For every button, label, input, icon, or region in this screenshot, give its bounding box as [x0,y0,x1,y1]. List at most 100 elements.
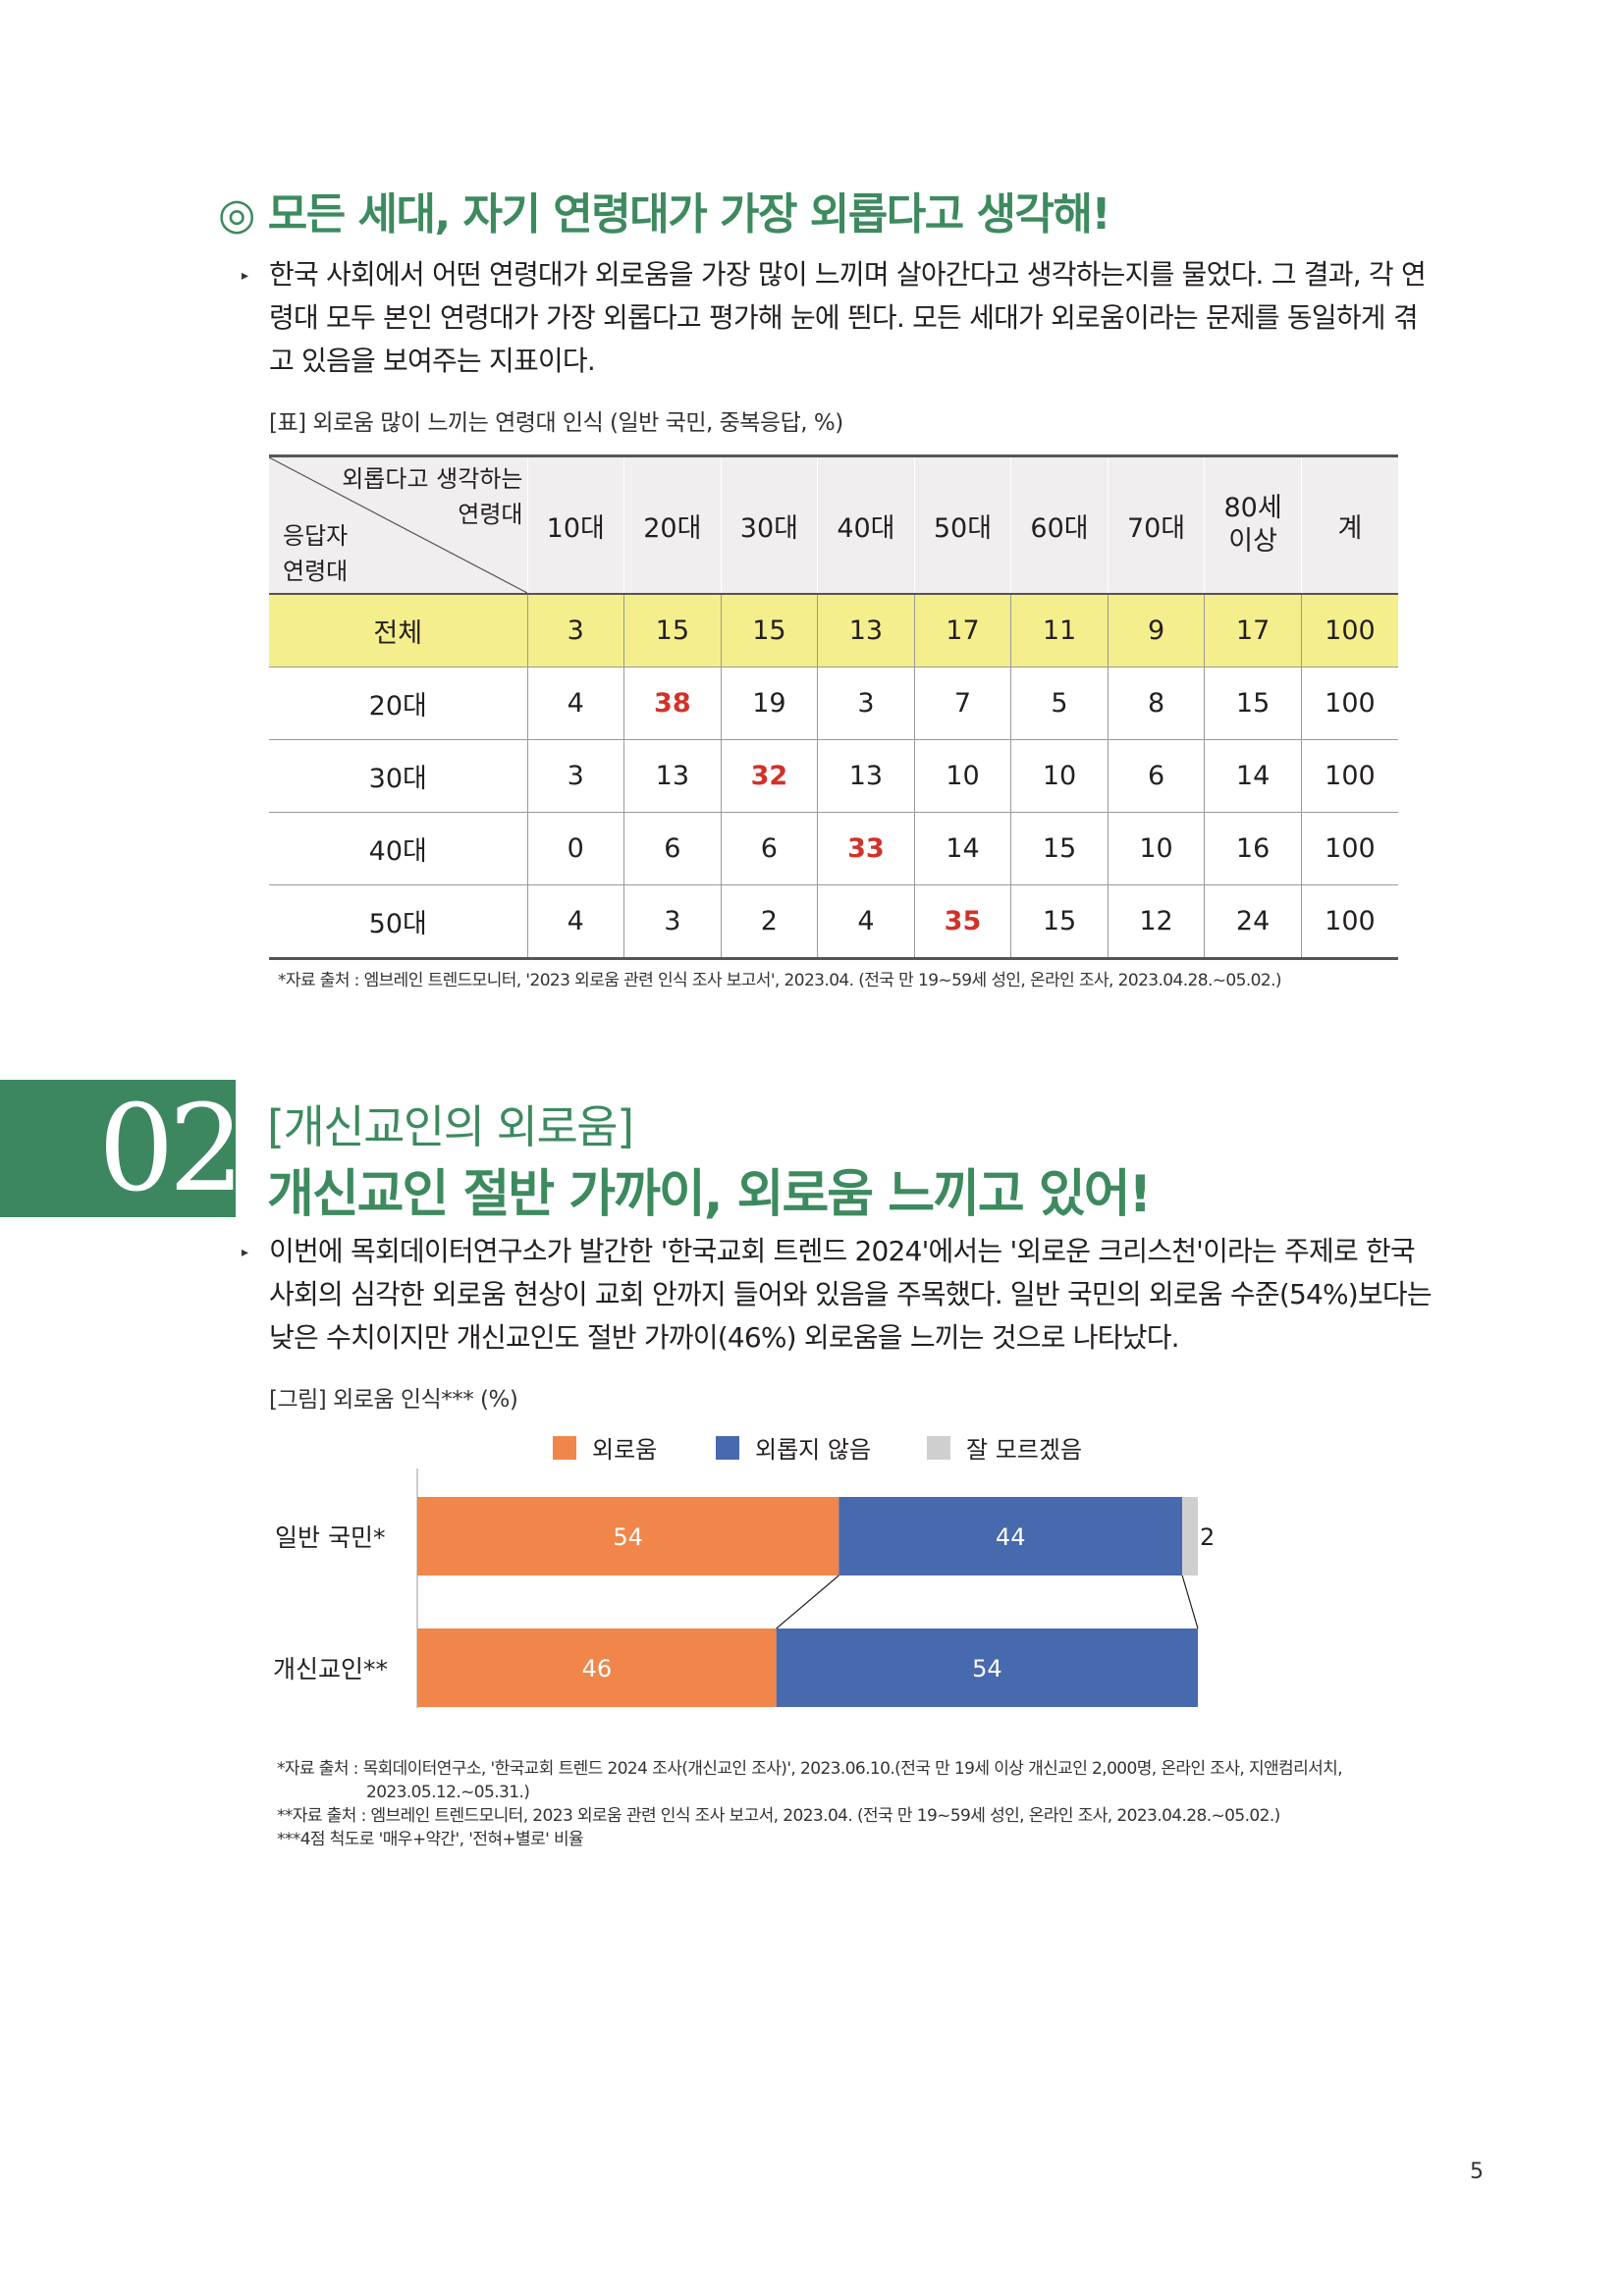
table-cell: 13 [817,594,915,667]
bar-data-label: 46 [582,1655,613,1682]
corner-bottom-label: 응답자 연령대 [283,518,348,589]
legend-label: 잘 모르겠음 [966,1436,1083,1464]
legend-swatch [716,1436,739,1460]
bullet-marker: ▸ [242,1245,249,1260]
page-number: 5 [1470,2160,1484,2184]
legend-swatch [927,1436,950,1460]
column-header: 80세 이상 [1204,454,1302,595]
table-cell-highlight: 32 [720,739,818,813]
legend-swatch [553,1436,576,1460]
column-header: 10대 [526,454,624,595]
section2-paragraph: 이번에 목회데이터연구소가 발간한 '한국교회 트렌드 2024'에서는 '외로… [269,1230,1477,1360]
column-header: 계 [1300,454,1398,595]
source-line: **자료 출처 : 엠브레인 트렌드모니터, 2023 외로움 관련 인식 조사… [277,1806,1280,1826]
corner-top-label: 외롭다고 생각하는 연령대 [342,461,522,532]
connector-line [1181,1575,1199,1629]
bar-segment [417,1629,777,1707]
column-header: 20대 [623,454,722,595]
bar-data-label: 44 [996,1523,1026,1551]
table-cell: 4 [526,667,624,740]
table-cell: 7 [913,667,1011,740]
table-caption: [표] 외로움 많이 느끼는 연령대 인식 (일반 국민, 중복응답, %) [269,410,843,436]
table-cell: 24 [1204,884,1302,960]
loneliness-age-table: 외롭다고 생각하는 연령대 응답자 연령대 10대 20대 30대 40대 50… [269,454,1398,960]
table-cell: 3 [526,594,624,667]
section2-title: 개신교인 절반 가까이, 외로움 느끼고 있어! [267,1165,1152,1224]
bar-data-label: 54 [972,1655,1002,1682]
paragraph-line: 낮은 수치이지만 개신교인도 절반 가까이(46%) 외로움을 느끼는 것으로 … [269,1321,1180,1354]
paragraph-line: 고 있음을 보여주는 지표이다. [269,345,596,377]
category-label: 일반 국민* [275,1523,386,1552]
table-row-total: 전체 3 15 15 13 17 11 9 17 100 [269,594,1398,667]
table-cell-highlight: 33 [817,812,915,885]
table-cell: 6 [720,812,818,885]
table-row: 20대 4 38 19 3 7 5 8 15 100 [269,667,1398,740]
bullet-marker: ▸ [242,268,249,284]
table-corner-cell: 외롭다고 생각하는 연령대 응답자 연령대 [269,454,527,595]
paragraph-line: 령대 모두 본인 연령대가 가장 외롭다고 평가해 눈에 띈다. 모든 세대가 … [269,301,1419,334]
column-header-line: 80세 [1223,493,1282,523]
table-cell: 10 [913,739,1011,813]
bar-segment [1182,1497,1198,1575]
table-header-row: 외롭다고 생각하는 연령대 응답자 연령대 10대 20대 30대 40대 50… [269,454,1398,595]
bar-segment [776,1629,1198,1707]
bar-segment [839,1497,1183,1575]
table-cell: 12 [1107,884,1205,960]
row-label: 40대 [269,812,527,885]
table-cell: 10 [1107,812,1205,885]
table-cell-highlight: 38 [623,667,722,740]
corner-bottom-line: 연령대 [283,558,349,585]
category-label: 개신교인** [273,1655,389,1683]
table-cell: 15 [1010,884,1109,960]
source-line: *자료 출처 : 목회데이터연구소, '한국교회 트렌드 2024 조사(개신교… [277,1759,1343,1779]
paragraph-line: 이번에 목회데이터연구소가 발간한 '한국교회 트렌드 2024'에서는 '외로… [269,1235,1416,1267]
row-label: 20대 [269,667,527,740]
table-cell: 6 [1107,739,1205,813]
table-cell: 0 [526,812,624,885]
source-line: ***4점 척도로 '매우+약간', '전혀+별로' 비율 [277,1830,584,1849]
section-number-block [0,1080,236,1217]
table-cell: 14 [913,812,1011,885]
source-line: 2023.05.12.~05.31.) [366,1783,530,1802]
table-cell: 15 [1010,812,1109,885]
table-cell: 11 [1010,594,1109,667]
section-number: 02 [98,1079,244,1218]
bar-data-label: 54 [613,1523,643,1551]
table-cell: 100 [1300,812,1398,885]
table-cell: 15 [720,594,818,667]
section1-title: ◎ 모든 세대, 자기 연령대가 가장 외롭다고 생각해! [218,189,1111,240]
corner-bottom-line: 응답자 [283,522,349,550]
chart-legend: 외로움 외롭지 않음 잘 모르겠음 [553,1430,1240,1466]
table-cell-highlight: 35 [913,884,1011,960]
table-cell: 2 [720,884,818,960]
corner-top-line: 외롭다고 생각하는 [342,465,523,493]
column-header: 60대 [1010,454,1109,595]
connector-line [776,1575,839,1629]
table-row: 50대 4 3 2 4 35 15 12 24 100 [269,884,1398,960]
table-source-note: *자료 출처 : 엠브레인 트렌드모니터, '2023 외로움 관련 인식 조사… [278,971,1282,990]
table-row: 30대 3 13 32 13 10 10 6 14 100 [269,739,1398,813]
table-cell: 3 [526,739,624,813]
column-header-line: 이상 [1228,526,1277,557]
corner-top-line: 연령대 [458,501,523,528]
chart-caption: [그림] 외로움 인식*** (%) [269,1387,518,1413]
table-cell: 15 [1204,667,1302,740]
column-header: 70대 [1107,454,1205,595]
table-cell: 9 [1107,594,1205,667]
table-cell: 100 [1300,667,1398,740]
table-cell: 17 [913,594,1011,667]
diagonal-divider [269,457,527,593]
table-cell: 100 [1300,884,1398,960]
table-cell: 3 [817,667,915,740]
section1-paragraph: 한국 사회에서 어떤 연령대가 외로움을 가장 많이 느끼며 살아간다고 생각하… [269,253,1477,383]
table-cell: 16 [1204,812,1302,885]
table-cell: 19 [720,667,818,740]
legend-label: 외롭지 않음 [755,1436,872,1464]
paragraph-line: 한국 사회에서 어떤 연령대가 외로움을 가장 많이 느끼며 살아간다고 생각하… [269,258,1427,291]
table-cell: 6 [623,812,722,885]
legend-label: 외로움 [592,1436,658,1464]
chart-source-notes: *자료 출처 : 목회데이터연구소, '한국교회 트렌드 2024 조사(개신교… [277,1757,1343,1851]
table-cell: 100 [1300,594,1398,667]
table-row: 40대 0 6 6 33 14 15 10 16 100 [269,812,1398,885]
table-cell: 15 [623,594,722,667]
